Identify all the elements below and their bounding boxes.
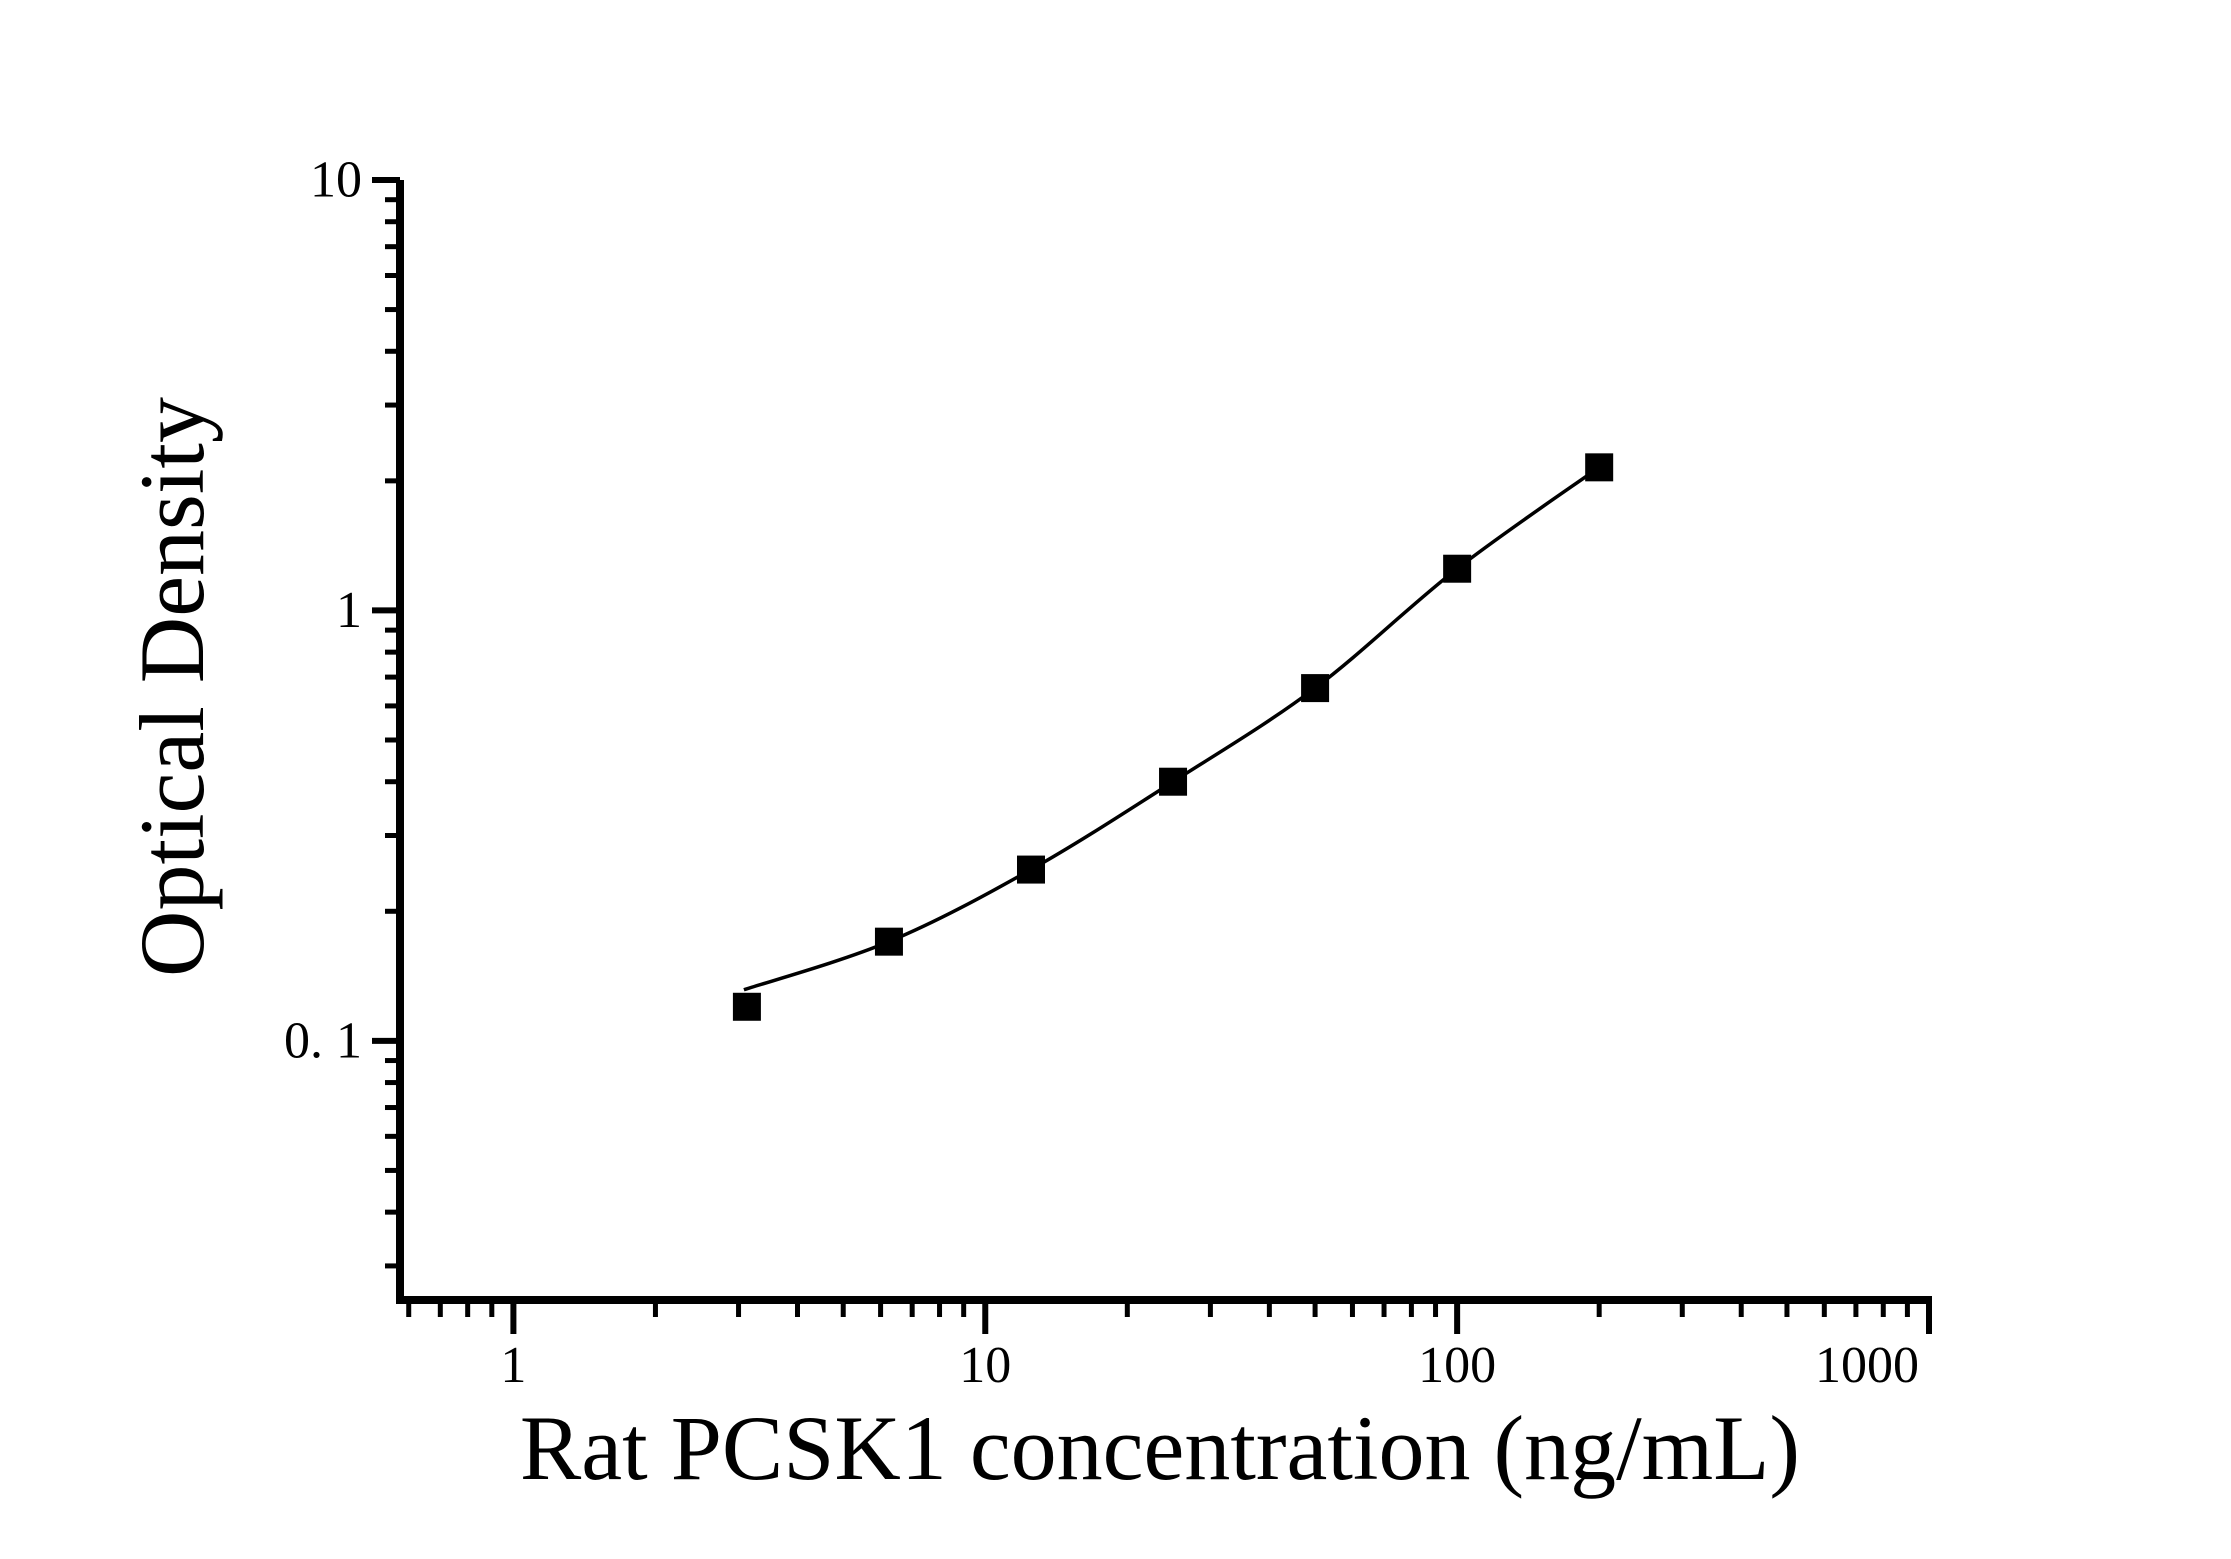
x-tick-label: 100	[1418, 1337, 1496, 1394]
data-point-marker	[874, 927, 903, 956]
y-axis-title: Optical Density	[121, 397, 223, 977]
y-tick-label: 1	[336, 582, 362, 639]
data-point-marker	[1159, 767, 1188, 796]
y-tick-label: 0. 1	[284, 1012, 362, 1069]
data-point-marker	[1585, 453, 1614, 482]
data-point-marker	[732, 992, 761, 1021]
x-tick-label: 10	[959, 1337, 1011, 1394]
x-tick-label: 1	[500, 1337, 526, 1394]
data-point-marker	[1301, 674, 1330, 703]
data-point-marker	[1443, 554, 1472, 583]
x-axis-title: Rat PCSK1 concentration (ng/mL)	[519, 1397, 1801, 1499]
fit-curve	[743, 465, 1601, 992]
y-tick-label: 10	[310, 152, 362, 209]
x-tick-label: 1000	[1815, 1337, 1919, 1394]
data-point-marker	[1016, 855, 1045, 884]
